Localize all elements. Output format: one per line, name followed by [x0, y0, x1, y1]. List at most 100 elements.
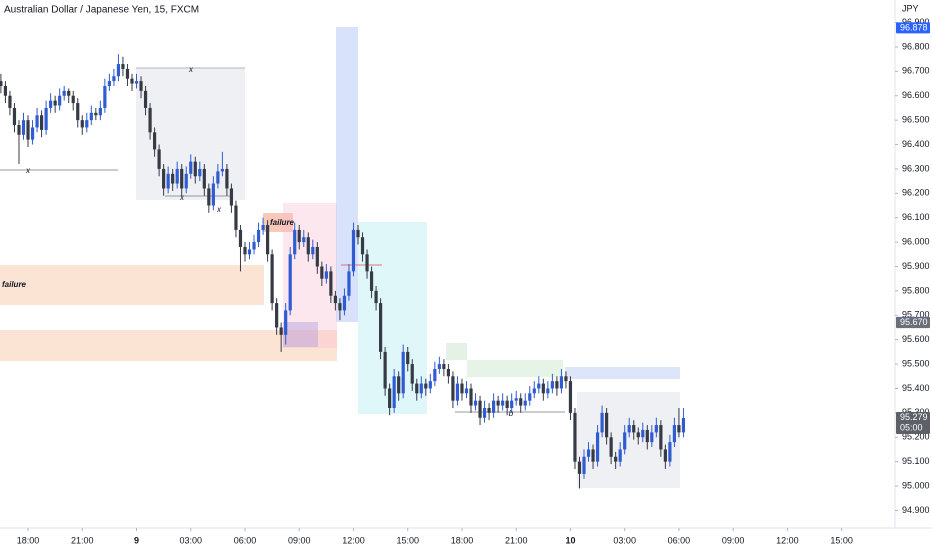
zone — [358, 222, 427, 414]
zone — [467, 360, 563, 377]
candle-body — [297, 229, 301, 243]
candle-body — [134, 81, 139, 84]
candle-body — [30, 127, 35, 140]
candle-body — [342, 295, 347, 311]
candle-body — [58, 95, 62, 106]
candle-body — [428, 381, 432, 389]
candle-body — [668, 442, 672, 462]
candle-body — [256, 229, 261, 243]
candle-body — [202, 168, 206, 189]
y-tick-label: 95.200 — [902, 432, 930, 442]
candle-body — [0, 81, 3, 86]
candle-body — [229, 188, 234, 206]
candle-body — [44, 107, 48, 130]
candle-body — [315, 246, 319, 267]
candle-body — [573, 412, 577, 462]
candle-body — [198, 168, 202, 177]
candle-body — [437, 364, 441, 369]
candle-body — [627, 425, 631, 433]
candle-body — [265, 225, 270, 255]
annotation: x — [188, 65, 194, 74]
zone — [283, 322, 318, 347]
candle-body — [143, 90, 148, 108]
candle-body — [455, 383, 460, 401]
candle-body — [379, 303, 383, 352]
annotation: failure — [270, 218, 295, 227]
candle-body — [632, 425, 636, 433]
candle-body — [586, 449, 591, 457]
y-tick-label: 96.200 — [902, 188, 930, 198]
x-tick-label: 12:00 — [342, 535, 365, 545]
candle-body — [107, 81, 111, 86]
candle-body — [555, 381, 559, 389]
candle-body — [207, 188, 211, 206]
price-label-bg — [896, 411, 930, 434]
y-tick-label: 96.800 — [902, 41, 930, 51]
candle-body — [351, 229, 356, 272]
candle-body — [284, 310, 288, 335]
candle-body — [383, 351, 387, 389]
candle-body — [605, 412, 609, 438]
candle-body — [8, 95, 12, 108]
candle-body — [175, 168, 179, 184]
x-tick-label: 15:00 — [830, 535, 853, 545]
y-tick-label: 96.000 — [902, 236, 930, 246]
candle-body — [392, 376, 396, 408]
x-tick-label: 06:00 — [668, 535, 691, 545]
candle-body — [324, 271, 328, 279]
candle-body — [519, 398, 523, 406]
candles — [0, 54, 686, 489]
y-tick-label: 96.400 — [902, 139, 930, 149]
candle-body — [275, 303, 279, 328]
candle-body — [103, 85, 107, 108]
candle-body — [270, 254, 274, 304]
candle-body — [125, 68, 130, 79]
candle-body — [329, 271, 333, 296]
candle-body — [365, 254, 369, 272]
annotations: x x x x failure failure b — [2, 65, 514, 418]
candle-body — [234, 205, 238, 230]
candle-body — [577, 461, 582, 474]
candle-body — [184, 173, 188, 189]
x-tick-label: 21:00 — [505, 535, 528, 545]
candle-body — [568, 381, 573, 413]
y-tick-label: 95.000 — [902, 480, 930, 490]
candle-body — [279, 327, 283, 335]
y-tick-label: 96.300 — [902, 163, 930, 173]
y-tick-label: 96.700 — [902, 66, 930, 76]
candle-body — [473, 400, 478, 406]
candle-body — [347, 271, 351, 296]
candle-body — [623, 432, 627, 450]
range-box — [577, 392, 680, 488]
candle-body — [320, 266, 324, 279]
candle-body — [76, 103, 80, 121]
x-tick-label: 18:00 — [451, 535, 474, 545]
candle-body — [645, 429, 649, 443]
candle-body — [464, 388, 469, 394]
candle-body — [636, 432, 640, 438]
candle-body — [514, 398, 518, 401]
candle-body — [478, 400, 482, 418]
candle-body — [564, 376, 568, 382]
candle-body — [171, 173, 175, 184]
candle-body — [225, 168, 229, 189]
candle-body — [293, 229, 297, 255]
candle-body — [681, 417, 686, 433]
candle-body — [433, 368, 437, 382]
candle-body — [559, 376, 564, 389]
candle-body — [546, 388, 550, 394]
candle-body — [288, 254, 292, 311]
zone — [263, 213, 293, 232]
candle-body — [71, 95, 75, 104]
candle-body — [139, 81, 143, 91]
candle-body — [152, 132, 157, 150]
candle-body — [261, 225, 265, 230]
candle-body — [469, 388, 473, 406]
candle-body — [247, 249, 252, 255]
candle-body — [211, 183, 215, 206]
candle-body — [162, 168, 166, 189]
candle-body — [338, 303, 342, 311]
candle-body — [528, 393, 532, 401]
candle-body — [356, 229, 360, 238]
